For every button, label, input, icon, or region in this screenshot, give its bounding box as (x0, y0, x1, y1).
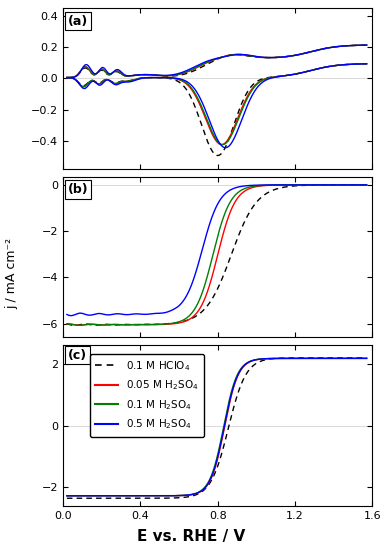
Text: (b): (b) (68, 183, 88, 196)
Text: (c): (c) (68, 348, 87, 362)
Text: j / mA cm⁻²: j / mA cm⁻² (6, 238, 19, 309)
Text: E vs. RHE / V: E vs. RHE / V (137, 529, 245, 544)
Text: (a): (a) (68, 15, 88, 28)
Legend: 0.1 M HClO$_4$, 0.05 M H$_2$SO$_4$, 0.1 M H$_2$SO$_4$, 0.5 M H$_2$SO$_4$: 0.1 M HClO$_4$, 0.05 M H$_2$SO$_4$, 0.1 … (90, 354, 204, 437)
